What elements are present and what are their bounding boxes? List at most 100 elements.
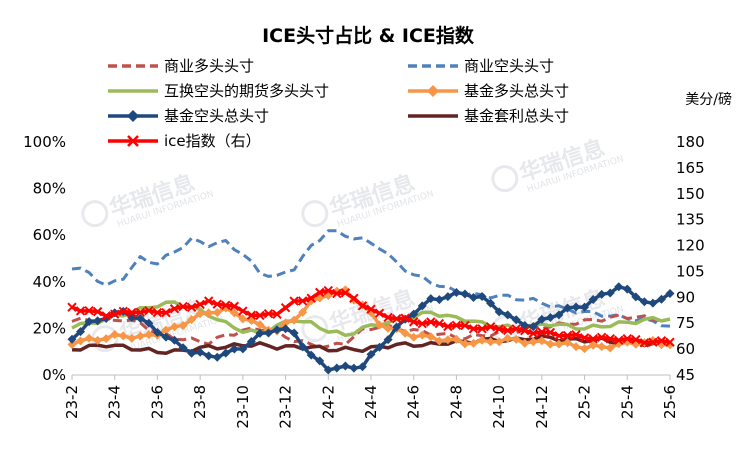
series-point-x-icon <box>477 324 487 334</box>
series-point-diamond-icon <box>170 322 180 332</box>
x-tick-label: 24-6 <box>405 385 423 419</box>
series-point-x-icon <box>92 306 103 317</box>
legend-item-4: 基金空头总头寸 <box>108 107 269 125</box>
left-tick-label: 0% <box>42 366 66 384</box>
series-point-diamond-icon <box>349 363 359 373</box>
series-point-x-icon <box>639 338 650 348</box>
x-tick-label: 23-12 <box>277 385 295 429</box>
series-point-diamond-icon <box>571 342 581 352</box>
series-point-diamond-icon <box>451 288 461 298</box>
series-point-x-icon <box>520 325 530 336</box>
series-point-diamond-icon <box>272 325 282 335</box>
series-point-diamond-icon <box>67 334 77 344</box>
series-point-diamond-icon <box>588 340 598 350</box>
series-point-diamond-icon <box>289 315 299 325</box>
x-tick-label: 23-8 <box>191 385 209 419</box>
series-point-x-icon <box>195 299 205 310</box>
series-point-diamond-icon <box>486 337 496 347</box>
x-tick-label: 25-4 <box>618 385 636 419</box>
watermark-logo-icon <box>491 165 519 193</box>
series-point-x-icon <box>306 293 316 303</box>
series-point-x-icon <box>135 307 146 318</box>
series-point-x-icon <box>272 309 282 320</box>
series-point-diamond-icon <box>212 308 222 318</box>
series-point-x-icon <box>118 306 128 317</box>
series-point-diamond-icon <box>597 289 607 299</box>
series-point-x-icon <box>212 299 222 309</box>
series-point-diamond-icon <box>469 293 479 303</box>
series-point-diamond-icon <box>605 343 615 353</box>
series-point-diamond-icon <box>554 339 564 349</box>
right-tick-label: 45 <box>676 366 695 384</box>
legend-x-icon <box>127 135 139 147</box>
series-point-diamond-icon <box>127 333 137 343</box>
series-point-x-icon <box>588 334 598 344</box>
series-point-diamond-icon <box>357 362 367 372</box>
series-point-x-icon <box>571 329 581 340</box>
series-point-x-icon <box>656 336 667 346</box>
series-point-x-icon <box>357 301 368 311</box>
series-point-x-icon <box>280 302 291 313</box>
series-point-x-icon <box>391 313 402 324</box>
series-point-diamond-icon <box>537 336 547 346</box>
series-point-diamond-icon <box>537 314 547 324</box>
series-point-diamond-icon <box>229 308 239 318</box>
x-tick-label: 24-4 <box>362 385 380 419</box>
series-point-diamond-icon <box>417 330 427 340</box>
x-tick-label: 23-4 <box>106 385 124 419</box>
series-point-x-icon <box>579 333 590 343</box>
legend-label: 基金多头总头寸 <box>464 82 569 100</box>
series-point-diamond-icon <box>135 331 145 341</box>
series-point-diamond-icon <box>639 297 649 307</box>
series-point-diamond-icon <box>434 336 444 346</box>
axes: 0% 20% 40% 60% 80% 100% 45 60 75 90 105 120 135 150 16… <box>23 133 705 429</box>
series-point-x-icon <box>75 306 86 316</box>
series-point-diamond-icon <box>306 350 316 360</box>
series-point-diamond-icon <box>255 328 265 338</box>
series-point-diamond-icon <box>392 322 402 332</box>
series-point-x-icon <box>366 304 376 314</box>
series-point-x-icon <box>511 324 521 334</box>
right-tick-label: 75 <box>676 314 695 332</box>
series-point-diamond-icon <box>93 335 103 345</box>
x-tick-label: 23-2 <box>63 385 81 419</box>
legend-item-6: ice指数（右） <box>108 132 261 150</box>
series-point-diamond-icon <box>648 298 658 308</box>
series-point-diamond-icon <box>545 313 555 323</box>
series-point-diamond-icon <box>571 302 581 312</box>
series-point-diamond-icon <box>255 320 265 330</box>
series-point-diamond-icon <box>545 339 555 349</box>
series-point-x-icon <box>605 333 615 344</box>
series-point-diamond-icon <box>67 339 77 349</box>
series-point-diamond-icon <box>665 288 675 298</box>
series-point-x-icon <box>161 307 171 318</box>
right-tick-label: 60 <box>676 340 695 358</box>
series-point-x-icon <box>67 302 77 312</box>
series-point-diamond-icon <box>588 294 598 304</box>
series-point-x-icon <box>289 296 299 306</box>
series-point-x-icon <box>332 288 342 299</box>
series-point-diamond-icon <box>409 332 419 342</box>
series-point-diamond-icon <box>178 343 188 353</box>
x-tick-label: 24-10 <box>490 385 508 429</box>
series-point-diamond-icon <box>170 335 180 345</box>
series-point-x-icon <box>84 305 94 316</box>
series-point-x-icon <box>127 307 137 318</box>
series-point-diamond-icon <box>443 335 453 345</box>
series-point-diamond-icon <box>477 335 487 345</box>
legend-item-3: 基金多头总头寸 <box>408 82 569 100</box>
series-point-x-icon <box>451 320 462 331</box>
left-tick-label: 40% <box>33 273 66 291</box>
right-tick-label: 135 <box>676 211 705 229</box>
series-point-x-icon <box>315 287 325 298</box>
x-tick-label: 25-6 <box>661 385 679 419</box>
series-line-2 <box>71 300 671 338</box>
right-axis-unit: 美分/磅 <box>685 91 732 108</box>
series-point-x-icon <box>622 334 632 344</box>
series-point-diamond-icon <box>238 314 248 324</box>
series-point-diamond-icon <box>298 342 308 352</box>
left-tick-label: 100% <box>23 133 66 151</box>
series-point-diamond-icon <box>204 351 214 361</box>
